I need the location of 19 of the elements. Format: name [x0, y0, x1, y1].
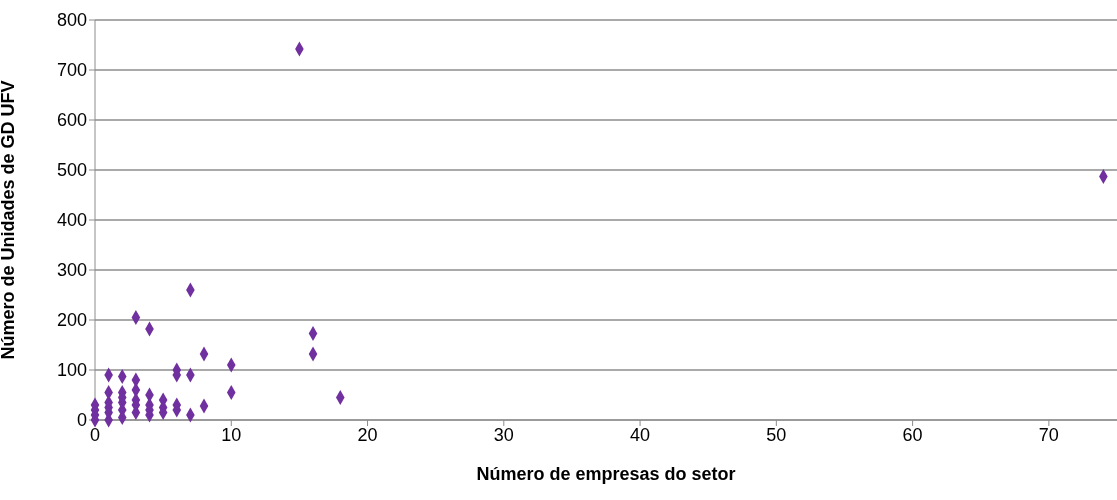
- y-axis-title: Número de Unidades de GD UFV: [0, 80, 19, 360]
- x-tick-label: 60: [902, 424, 923, 445]
- y-tick-label: 100: [56, 360, 87, 381]
- x-tick-label: 0: [89, 424, 101, 445]
- y-tick-label: 700: [56, 60, 87, 81]
- y-tick-label: 400: [56, 210, 87, 231]
- y-tick-label: 800: [56, 10, 87, 31]
- x-tick-label: 50: [766, 424, 787, 445]
- y-tick-label: 0: [76, 410, 87, 431]
- y-tick-label: 300: [56, 260, 87, 281]
- x-tick-label: 10: [221, 424, 242, 445]
- x-tick-label: 20: [357, 424, 378, 445]
- y-tick-label: 500: [56, 160, 87, 181]
- x-axis-title: Número de empresas do setor: [476, 464, 736, 484]
- y-tick-label: 600: [56, 110, 87, 131]
- x-tick-label: 70: [1038, 424, 1059, 445]
- x-tick-label: 30: [493, 424, 514, 445]
- y-tick-label: 200: [56, 310, 87, 331]
- x-tick-label: 40: [630, 424, 651, 445]
